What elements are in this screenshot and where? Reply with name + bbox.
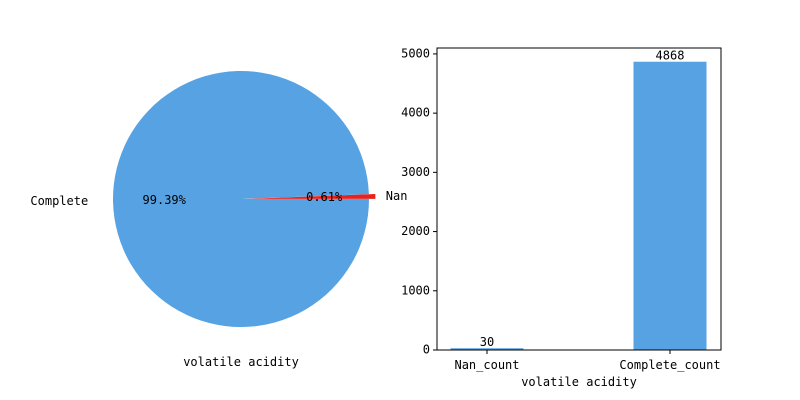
bar-nan-count [450,348,524,350]
bar-xlabel: volatile acidity [521,375,637,389]
y-tick-label: 3000 [401,165,430,179]
y-tick-label: 0 [423,343,430,357]
pie-slice-nan [247,193,376,199]
bar-data-label: 4868 [656,49,685,63]
pie-chart: Nan Complete 0.61% 99.39% volatile acidi… [30,71,407,369]
bar-complete-count [633,61,707,351]
y-tick-label: 1000 [401,283,430,297]
bar-chart: 30 4868 0 1000 2000 3000 4000 5000 Nan_count Co… [401,46,722,389]
pie-percent-nan: 0.61% [306,190,343,204]
x-tick-label: Nan_count [454,358,519,372]
pie-slice-complete [113,71,369,328]
bar-plot-frame [436,47,722,351]
x-tick-label: Complete_count [619,358,720,372]
bar-data-label: 30 [480,335,494,349]
pie-label-nan: Nan [386,189,408,203]
y-tick-label: 2000 [401,224,430,238]
y-tick-label: 5000 [401,46,430,60]
pie-percent-complete: 99.39% [143,193,187,207]
y-tick-label: 4000 [401,106,430,120]
pie-label-complete: Complete [30,194,88,208]
pie-xlabel: volatile acidity [183,355,299,369]
